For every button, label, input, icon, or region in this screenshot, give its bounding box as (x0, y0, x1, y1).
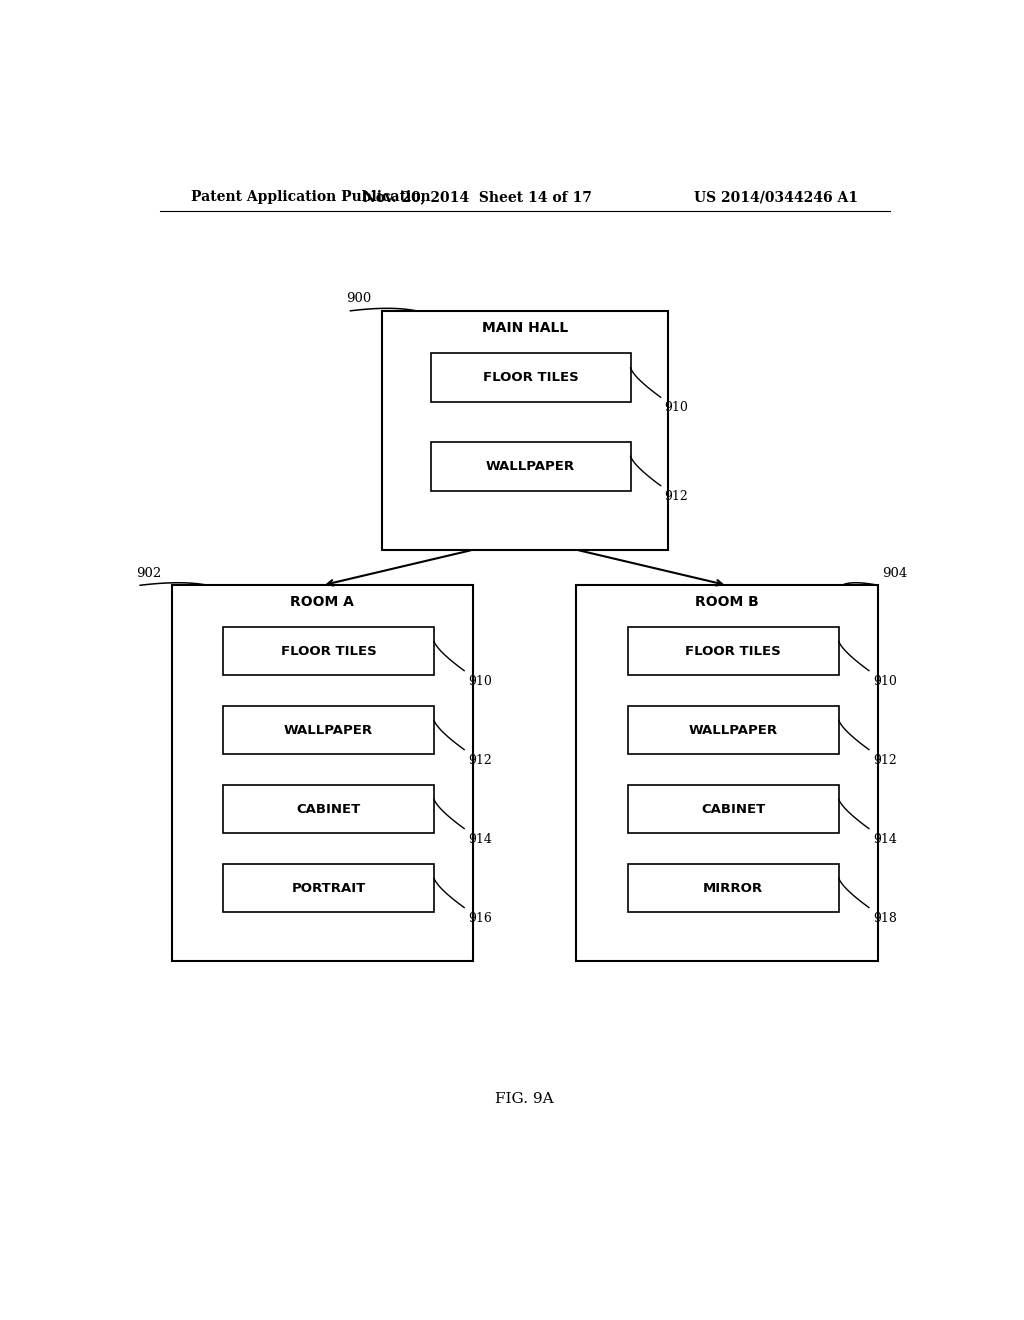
Bar (223, 627, 434, 676)
Text: 910: 910 (468, 675, 492, 688)
Bar (223, 706, 434, 755)
Text: CABINET: CABINET (701, 803, 765, 816)
Text: 914: 914 (468, 833, 492, 846)
Text: 914: 914 (872, 833, 897, 846)
Text: WALLPAPER: WALLPAPER (486, 459, 575, 473)
Text: FLOOR TILES: FLOOR TILES (482, 371, 579, 384)
Bar (382, 312, 668, 549)
Text: 910: 910 (665, 401, 688, 414)
Text: 904: 904 (882, 566, 907, 579)
Text: 912: 912 (468, 754, 492, 767)
Text: 912: 912 (665, 490, 688, 503)
Bar (223, 784, 434, 833)
Text: MIRROR: MIRROR (703, 882, 763, 895)
Bar (430, 354, 631, 403)
Bar (430, 442, 631, 491)
Bar (223, 863, 434, 912)
Text: FLOOR TILES: FLOOR TILES (281, 644, 377, 657)
Text: 902: 902 (136, 566, 161, 579)
Bar (172, 585, 473, 961)
Text: ROOM B: ROOM B (695, 595, 759, 610)
Text: 916: 916 (468, 912, 492, 924)
Text: PORTRAIT: PORTRAIT (292, 882, 366, 895)
Text: Nov. 20, 2014  Sheet 14 of 17: Nov. 20, 2014 Sheet 14 of 17 (362, 190, 592, 205)
Text: CABINET: CABINET (296, 803, 360, 816)
Bar (577, 585, 878, 961)
Text: Patent Application Publication: Patent Application Publication (191, 190, 431, 205)
Text: FLOOR TILES: FLOOR TILES (685, 644, 781, 657)
Text: ROOM A: ROOM A (291, 595, 354, 610)
Text: WALLPAPER: WALLPAPER (688, 723, 778, 737)
Text: 912: 912 (872, 754, 897, 767)
Bar (628, 863, 839, 912)
Bar (628, 784, 839, 833)
Text: WALLPAPER: WALLPAPER (284, 723, 373, 737)
Text: 900: 900 (346, 292, 372, 305)
Bar (628, 706, 839, 755)
Text: 918: 918 (872, 912, 897, 924)
Text: US 2014/0344246 A1: US 2014/0344246 A1 (694, 190, 858, 205)
Text: FIG. 9A: FIG. 9A (496, 1092, 554, 1106)
Text: MAIN HALL: MAIN HALL (481, 321, 568, 335)
Bar (628, 627, 839, 676)
Text: 910: 910 (872, 675, 897, 688)
